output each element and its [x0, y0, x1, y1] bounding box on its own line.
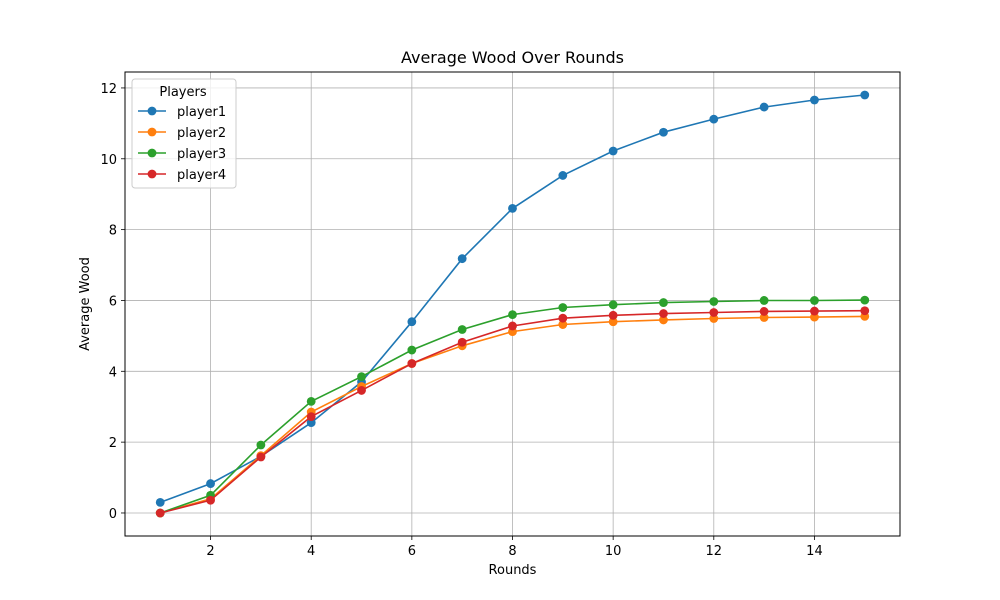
data-point-player3 [407, 345, 417, 355]
legend-item-player4: player4 [138, 168, 226, 183]
data-point-player4 [407, 359, 417, 368]
data-point-player3 [860, 295, 870, 305]
y-tick-label: 2 [109, 436, 117, 451]
legend-label: player3 [177, 147, 226, 162]
y-tick-label: 0 [109, 507, 117, 522]
plot-frame [124, 71, 901, 537]
x-axis-label: Rounds [489, 563, 537, 578]
data-point-player2 [608, 317, 618, 327]
legend-marker [147, 169, 157, 179]
data-point-player1 [306, 418, 316, 428]
data-point-player4 [860, 306, 870, 316]
series-player2 [155, 311, 870, 518]
y-tick-label: 6 [109, 294, 117, 309]
data-point-player4 [709, 308, 719, 317]
x-tick-label: 14 [806, 544, 823, 559]
data-point-player1 [457, 254, 467, 264]
data-point-player1 [860, 90, 870, 100]
x-tick-label: 8 [508, 544, 516, 559]
data-point-player1 [155, 497, 165, 507]
legend-marker [147, 106, 157, 116]
data-point-player3 [357, 372, 366, 382]
data-point-player3 [558, 303, 568, 312]
data-point-player1 [659, 127, 668, 137]
data-point-player4 [206, 495, 215, 505]
data-point-player1 [508, 203, 517, 213]
legend-title: Players [159, 85, 206, 100]
data-point-player3 [457, 325, 467, 334]
data-point-player3 [508, 310, 517, 320]
legend-label: player1 [177, 105, 226, 120]
legend-label: player2 [177, 126, 226, 141]
x-tick-label: 12 [706, 544, 723, 559]
x-tick-label: 6 [408, 544, 416, 559]
series-group [155, 90, 870, 518]
data-point-player1 [709, 114, 719, 124]
data-point-player1 [810, 95, 819, 105]
x-axis-ticks: 2 4 6 8 10 12 14 [206, 536, 823, 559]
data-point-player4 [306, 412, 316, 422]
legend-items: player1 player2 player3 player4 [138, 105, 226, 183]
y-axis-label: Average Wood [78, 257, 93, 351]
data-point-player4 [357, 386, 366, 395]
x-tick-label: 10 [605, 544, 622, 559]
data-point-player2 [759, 313, 769, 322]
data-point-player3 [608, 300, 618, 310]
legend-item-player3: player3 [138, 147, 226, 162]
y-axis-ticks: 0 2 4 6 8 10 12 [100, 82, 125, 522]
chart-title: Average Wood Over Rounds [401, 48, 624, 67]
data-point-player3 [759, 296, 769, 305]
data-point-player4 [457, 337, 467, 347]
data-point-player1 [407, 317, 417, 327]
data-point-player2 [659, 315, 668, 325]
legend-box [131, 78, 237, 189]
data-point-player4 [155, 508, 165, 518]
data-point-player4 [759, 307, 769, 316]
data-point-player3 [256, 440, 266, 450]
data-point-player4 [608, 310, 618, 320]
data-point-player4 [256, 452, 266, 462]
legend-item-player1: player1 [138, 105, 226, 120]
legend-item-player2: player2 [138, 126, 226, 141]
data-point-player2 [558, 320, 568, 329]
y-tick-label: 10 [100, 153, 117, 168]
data-point-player1 [206, 479, 215, 488]
data-point-player2 [810, 312, 819, 322]
data-point-player1 [558, 171, 568, 180]
x-tick-label: 4 [307, 544, 315, 559]
data-point-player3 [810, 296, 819, 305]
legend-label: player4 [177, 168, 226, 183]
data-point-player4 [810, 306, 819, 316]
data-point-player1 [759, 102, 769, 112]
data-point-player2 [709, 314, 719, 323]
legend-marker [147, 127, 157, 137]
data-point-player1 [608, 146, 618, 156]
series-player1 [155, 90, 870, 507]
y-tick-label: 8 [109, 224, 117, 239]
series-player4 [155, 306, 870, 518]
legend: Players player1 player2 player3 player4 [131, 78, 237, 189]
legend-marker [147, 148, 157, 158]
data-point-player4 [659, 309, 668, 318]
data-point-player4 [508, 321, 517, 331]
data-point-player3 [659, 298, 668, 307]
y-tick-label: 12 [100, 82, 117, 97]
data-point-player3 [306, 397, 316, 406]
data-point-player4 [558, 313, 568, 323]
y-tick-label: 4 [109, 365, 117, 380]
data-point-player3 [709, 297, 719, 306]
x-tick-label: 2 [206, 544, 214, 559]
